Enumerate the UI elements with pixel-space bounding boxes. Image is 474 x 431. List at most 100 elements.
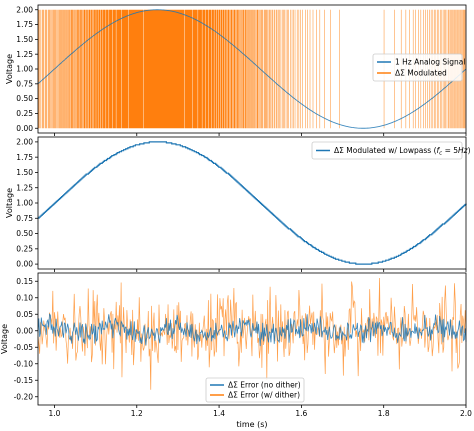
y-tick-label: 0.15: [16, 277, 33, 286]
pulse: [241, 9, 243, 129]
legend-label-with-dither: ΔΣ Error (w/ dither): [228, 391, 300, 400]
pulse: [184, 9, 193, 129]
pulse: [226, 9, 228, 129]
panel-middle-y-ticks: 0.00 0.25 0.50 0.75 1.00 1.25 1.50 1.75 2.00: [16, 137, 38, 269]
pulse: [192, 9, 198, 129]
pulse: [128, 9, 144, 129]
pulse: [82, 9, 84, 129]
y-tick-label: -0.05: [14, 343, 34, 352]
legend-label-no-dither: ΔΣ Error (no dither): [228, 381, 301, 390]
pulse: [83, 9, 86, 129]
panel-top-y-ticks: 0.00 0.25 0.50 0.75 1.00 1.25 1.50 1.75 2.00: [16, 5, 38, 133]
panel-bottom-y-ticks: -0.20 -0.15 -0.10 -0.05 0.00 0.05 0.10 0.15: [14, 277, 38, 401]
pulse: [238, 9, 240, 129]
pulse: [228, 9, 230, 129]
y-tick-label: 1.50: [16, 168, 33, 177]
pulse: [106, 9, 109, 129]
y-tick-label: 1.75: [16, 20, 33, 29]
pulse: [96, 9, 98, 129]
pulse: [109, 9, 113, 129]
panel-bottom-ylabel: Voltage: [0, 324, 9, 354]
pulse: [257, 9, 258, 129]
x-tick-label: 1.8: [378, 409, 390, 418]
pulse: [103, 9, 106, 129]
y-tick-label: -0.20: [14, 392, 34, 401]
legend-box: [372, 53, 463, 82]
pulse: [214, 9, 217, 129]
y-tick-label: 1.50: [16, 35, 33, 44]
pulse: [198, 9, 202, 129]
pulse: [61, 9, 63, 129]
pulse: [85, 9, 87, 129]
pulse: [87, 9, 89, 129]
y-tick-label: 2.00: [16, 137, 33, 146]
y-tick-label: 2.00: [16, 5, 33, 14]
panel-middle-legend: ΔΣ Modulated w/ Lowpass (fc = 5Hz): [311, 141, 471, 160]
y-tick-label: 0.05: [16, 310, 33, 319]
legend-label-modulated: ΔΣ Modulated: [395, 69, 447, 78]
y-tick-label: 1.25: [16, 183, 33, 192]
y-tick-label: 1.75: [16, 153, 33, 162]
panel-bottom-frame: [37, 272, 467, 406]
pulse: [92, 9, 94, 129]
y-tick-label: 1.25: [16, 50, 33, 59]
pulse: [81, 9, 83, 129]
panel-middle-x-ticks: [54, 269, 467, 272]
y-tick-label: -0.15: [14, 376, 34, 385]
pulse: [64, 9, 66, 129]
pulse: [235, 9, 237, 129]
pulse: [79, 9, 81, 129]
panel-bottom-legend: ΔΣ Error (no dither) ΔΣ Error (w/ dither…: [205, 377, 305, 403]
legend-label-lowpass-sub: c: [439, 151, 442, 157]
y-tick-label: 1.00: [16, 199, 33, 208]
y-tick-label: 0.50: [16, 94, 33, 103]
pulse: [211, 9, 214, 129]
legend-box: [311, 141, 463, 160]
y-tick-label: 0.00: [16, 326, 33, 335]
pulse: [112, 9, 116, 129]
pulse: [116, 9, 122, 129]
pulse: [220, 9, 223, 129]
y-tick-label: -0.10: [14, 359, 34, 368]
legend-label-analog: 1 Hz Analog Signal: [395, 58, 465, 67]
pulse: [208, 9, 212, 129]
y-tick-label: 0.10: [16, 293, 33, 302]
legend-box: [205, 377, 305, 403]
pulse: [237, 9, 238, 129]
pulse: [121, 9, 129, 129]
pulse: [100, 9, 103, 129]
y-tick-label: 0.00: [16, 124, 33, 133]
legend-label-lowpass-prefix: ΔΣ Modulated w/ Lowpass (: [334, 146, 437, 155]
pulse: [243, 9, 244, 129]
pulse: [224, 9, 226, 129]
pulse: [232, 9, 234, 129]
panel-top-ylabel: Voltage: [5, 54, 14, 84]
pulse: [68, 9, 70, 129]
pulse: [218, 9, 221, 129]
pulse: [66, 9, 68, 129]
y-tick-label: 0.00: [16, 260, 33, 269]
pulse: [72, 9, 74, 129]
pulse: [88, 9, 91, 129]
x-tick-label: 1.2: [131, 409, 143, 418]
panel-bottom-xlabel: time (s): [236, 420, 267, 429]
pulse: [70, 9, 72, 129]
pulse: [98, 9, 101, 129]
panel-middle: 0.00 0.25 0.50 0.75 1.00 1.25 1.50 1.75 2.00 Vol…: [5, 136, 471, 272]
pulse: [216, 9, 219, 129]
pulse: [74, 9, 76, 129]
pulse: [202, 9, 206, 129]
pulse: [246, 9, 248, 129]
pulse: [229, 9, 231, 129]
y-tick-label: 1.00: [16, 65, 33, 74]
x-tick-label: 1.0: [48, 409, 60, 418]
legend-label-lowpass-eq: = 5: [442, 146, 458, 155]
pulse: [234, 9, 236, 129]
pulse: [143, 9, 185, 129]
pulse: [252, 9, 254, 129]
pulse: [222, 9, 225, 129]
analog-signal-line: [37, 9, 467, 129]
pulse: [231, 9, 233, 129]
y-tick-label: 0.25: [16, 109, 33, 118]
